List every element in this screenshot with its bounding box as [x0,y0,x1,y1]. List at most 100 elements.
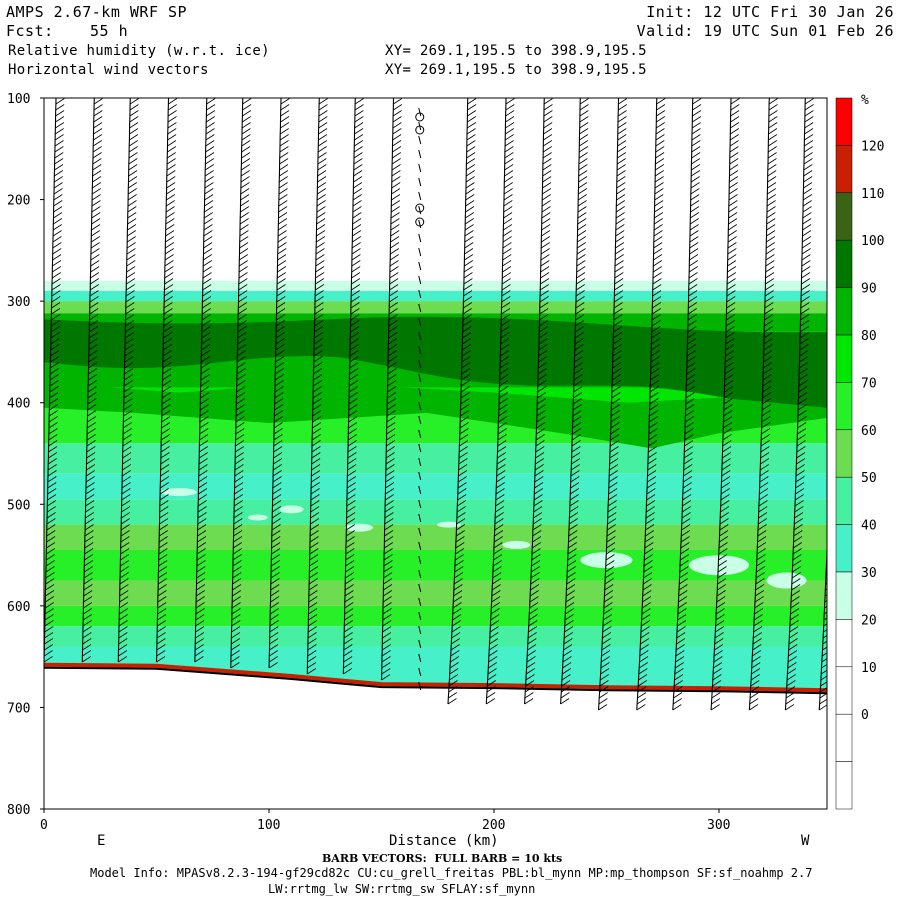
barb-calm-dash [418,653,422,663]
barb-column [194,98,216,663]
colorbar-swatch [835,334,853,383]
barb-calm-dash [418,163,422,173]
barb-column [44,98,65,663]
barb-flags [785,98,814,711]
barb-shaft [560,98,581,705]
colorbar-label: 30 [861,566,877,581]
barb-column [672,98,702,711]
field-name-rh: Relative humidity (w.r.t. ice) [8,43,270,59]
forecast-value: 55 h [90,22,129,40]
barb-shaft [524,98,545,705]
rh-spot [766,572,807,589]
colorbar-label: 120 [861,139,884,154]
barb-flags [598,98,628,711]
barb-flags [343,98,364,675]
barb-calm-dash [418,485,422,495]
colorbar-label: 20 [861,613,877,628]
colorbar-label: 110 [861,187,884,202]
x-tick-label: 200 [482,818,505,833]
rh-band [44,580,827,606]
calm-circle [415,217,425,227]
wind-barbs [44,98,827,711]
barb-column [81,98,103,663]
x-tick-label: 0 [40,818,48,833]
barb-calm-dash [418,569,422,579]
barb-flags [118,98,139,663]
rh-spot [247,514,268,521]
barb-shaft [268,98,282,669]
barb-calm-dash [418,149,422,159]
barb-column [447,98,477,705]
colorbar-label: 80 [861,329,877,344]
barb-column [636,98,666,711]
rh-band [44,290,827,302]
barb-calm-dash [418,457,422,467]
y-tick-label: 700 [7,701,30,716]
barb-calm-dash [418,247,422,257]
calm-circle [415,125,425,135]
colorbar-label: 100 [861,234,884,249]
barb-calm-dash [418,639,422,649]
rh-band [44,499,827,525]
forecast-label: Fcst: [6,22,54,40]
rh-band [44,301,827,314]
barb-calm-dash [418,513,422,523]
barb-column [230,98,252,669]
barb-calm-dash [418,471,422,481]
barb-calm-dash [418,191,422,201]
barb-column [524,98,553,705]
barb-shaft [485,98,507,705]
barb-flags [447,98,477,705]
xy-range-1: XY= 269.1,195.5 to 398.9,195.5 [385,43,647,59]
colorbar-swatch [835,619,853,668]
barb-flags [710,98,740,711]
barb-shaft [230,98,244,669]
terrain-redge [44,662,827,693]
colorbar-swatch [835,571,853,620]
barb-calm-dash [418,289,422,299]
colorbar-label: 10 [861,661,877,676]
barb-column [415,107,425,691]
colorbar-swatch [835,713,853,762]
colorbar-swatch [835,287,853,336]
colorbar-swatch [835,761,853,810]
y-tick-label: 800 [7,803,30,818]
barb-flags [486,98,515,705]
rh-spot [502,540,531,549]
barb-column [117,98,139,663]
barb-column [560,98,589,705]
rh-spot [279,505,304,514]
barb-flags [381,98,403,681]
barb-calm-dash [418,429,422,439]
barb-calm-dash [418,499,422,509]
barb-calm-dash [418,303,422,313]
radiation-info: LW:rrtmg_lw SW:rrtmg_sw SFLAY:sf_mynn [268,882,536,896]
barb-flags [307,98,328,675]
barb-calm-dash [418,415,422,425]
barb-column [818,536,827,711]
colorbar-swatch [835,429,853,478]
rh-band-dark [44,316,827,417]
barb-calm-dash [418,373,422,383]
barb-calm-dash [418,667,422,677]
barb-flags [636,98,666,711]
valid-time: Valid: 19 UTC Sun 01 Feb 26 [636,22,894,40]
barb-calm-dash [418,205,422,215]
colorbar-label: 60 [861,424,877,439]
terrain-below-ground [44,667,827,809]
colorbar-swatch [835,476,853,525]
barb-flags [749,98,778,711]
barb-calm-dash [418,443,422,453]
barb-calm-dash [418,233,422,243]
barb-flags [268,98,290,669]
barb-flags [524,98,553,705]
x-tick-label: 100 [257,818,280,833]
barb-calm-dash [418,219,422,229]
plot-frame [43,97,828,810]
barb-calm-dash [418,681,422,691]
colorbar-unit: % [861,93,869,108]
rh-field [44,280,827,809]
y-tick-label: 600 [7,600,30,615]
